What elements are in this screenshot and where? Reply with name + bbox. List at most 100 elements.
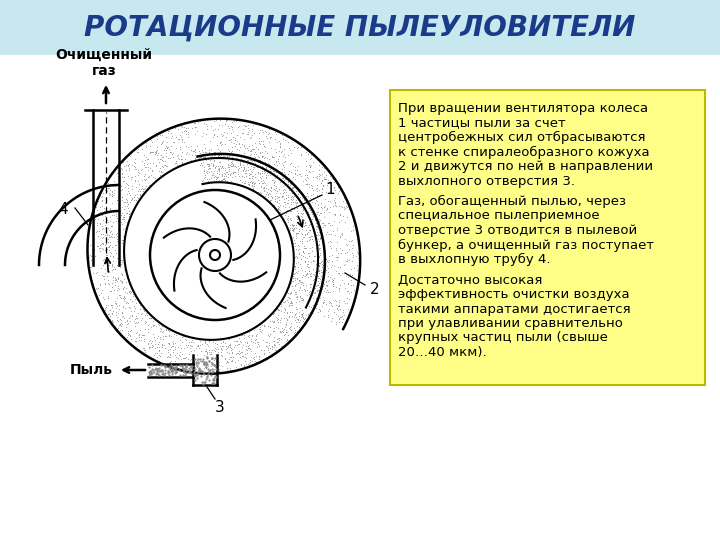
Point: [185, 338, 197, 347]
Point: [212, 345, 223, 354]
Point: [322, 256, 333, 265]
Point: [245, 133, 256, 141]
Point: [315, 266, 327, 275]
Point: [120, 304, 131, 313]
Point: [315, 306, 326, 314]
Point: [209, 148, 220, 157]
Point: [279, 296, 291, 305]
Point: [334, 244, 346, 252]
Point: [104, 261, 115, 269]
Point: [245, 177, 256, 185]
Point: [121, 274, 132, 282]
Point: [208, 364, 220, 373]
Point: [203, 345, 215, 354]
Point: [145, 148, 156, 157]
Point: [147, 138, 158, 146]
Point: [238, 153, 250, 161]
Point: [197, 179, 208, 187]
Point: [215, 138, 227, 146]
Point: [279, 308, 290, 316]
Point: [129, 193, 140, 201]
Point: [331, 253, 343, 261]
Point: [196, 176, 207, 185]
Point: [293, 225, 305, 234]
Point: [153, 338, 165, 347]
Point: [347, 215, 359, 224]
Point: [228, 336, 240, 345]
Point: [337, 315, 348, 323]
Point: [284, 289, 295, 298]
Point: [250, 179, 261, 187]
Point: [246, 141, 258, 150]
Point: [91, 197, 103, 205]
Point: [275, 342, 287, 350]
Point: [282, 308, 293, 316]
Point: [153, 155, 164, 164]
Point: [297, 248, 308, 256]
Text: специальное пылеприемное: специальное пылеприемное: [398, 210, 600, 222]
Point: [346, 244, 358, 252]
Point: [269, 196, 281, 205]
Point: [248, 129, 260, 137]
Point: [234, 336, 246, 345]
Point: [122, 200, 134, 208]
Point: [333, 269, 345, 278]
Point: [167, 153, 179, 161]
Point: [224, 355, 235, 364]
Point: [320, 171, 332, 179]
Point: [258, 141, 270, 150]
Point: [288, 193, 300, 201]
Point: [255, 181, 266, 190]
Point: [286, 312, 297, 320]
Point: [212, 162, 224, 171]
Text: Пыль: Пыль: [70, 363, 113, 377]
Point: [147, 317, 158, 326]
Point: [133, 180, 145, 188]
Point: [227, 353, 238, 361]
Point: [315, 215, 326, 224]
Point: [230, 155, 241, 164]
Point: [334, 271, 346, 280]
Point: [195, 153, 207, 161]
Point: [205, 122, 217, 131]
Point: [140, 346, 151, 355]
Point: [347, 241, 359, 249]
Point: [341, 287, 353, 295]
Point: [278, 189, 289, 198]
Point: [121, 201, 132, 210]
Point: [95, 230, 107, 239]
Point: [122, 172, 134, 180]
Point: [287, 239, 299, 247]
Point: [104, 204, 115, 213]
Point: [292, 241, 304, 249]
Point: [160, 152, 171, 161]
Point: [226, 162, 238, 171]
Point: [190, 123, 202, 132]
Point: [276, 147, 287, 156]
Point: [129, 336, 140, 345]
Point: [352, 274, 364, 283]
Point: [233, 161, 244, 170]
Point: [84, 253, 95, 261]
Point: [207, 171, 218, 180]
Point: [255, 177, 266, 186]
Text: Очищенный
газ: Очищенный газ: [55, 48, 153, 78]
Point: [276, 168, 288, 177]
Point: [234, 353, 246, 361]
Point: [174, 143, 185, 151]
Point: [275, 208, 287, 217]
Point: [119, 292, 130, 301]
Point: [306, 247, 318, 255]
Point: [320, 278, 332, 286]
Point: [86, 212, 98, 221]
Point: [174, 348, 186, 356]
Point: [346, 302, 358, 311]
Point: [335, 230, 346, 239]
Point: [318, 219, 329, 227]
Point: [271, 310, 283, 319]
Point: [276, 326, 288, 335]
Point: [254, 327, 266, 335]
Point: [285, 322, 297, 330]
Point: [279, 314, 290, 322]
Point: [271, 172, 283, 180]
